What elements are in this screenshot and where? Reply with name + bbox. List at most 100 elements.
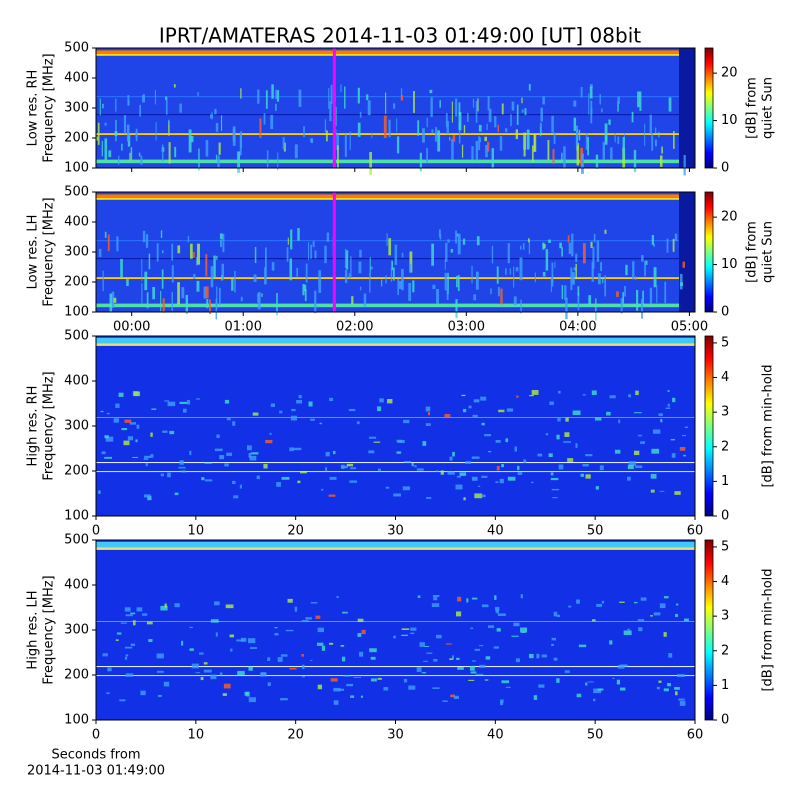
spectrogram-speckle <box>585 682 588 686</box>
spectrogram-speckle <box>542 271 546 277</box>
spectrogram-speckle <box>514 446 517 452</box>
spectrogram-speckle <box>220 115 223 132</box>
spectrogram-speckle <box>650 615 653 617</box>
spectrogram-speckle <box>287 598 293 603</box>
spectrogram-speckle <box>633 149 637 173</box>
spectrogram-speckle <box>263 113 266 125</box>
spectrogram-speckle <box>628 461 637 466</box>
spectrogram-speckle <box>451 655 454 660</box>
spectrogram-speckle <box>229 634 235 638</box>
spectrogram-speckle <box>127 436 134 441</box>
spectrogram-speckle <box>143 93 145 99</box>
spectrogram-speckle <box>398 280 402 289</box>
spectrogram-speckle <box>274 627 278 629</box>
spectrogram-speckle <box>487 625 495 629</box>
spectrogram-speckle <box>126 279 129 287</box>
spectrogram-speckle <box>187 235 190 243</box>
spectrogram-speckle <box>277 657 283 662</box>
spectrogram-speckle <box>681 434 686 437</box>
spectrogram-speckle <box>668 97 672 112</box>
spectrogram-speckle <box>458 102 461 116</box>
colorbar-tick-label: 5 <box>721 335 729 350</box>
spectrogram-speckle <box>524 108 527 116</box>
spectrogram-speckle <box>658 413 663 417</box>
spectrogram-speckle <box>115 403 120 408</box>
colorbar-label: quiet Sun <box>761 77 776 139</box>
spectrogram-speckle <box>396 136 400 154</box>
spectrogram-speckle <box>168 142 171 164</box>
spectrogram-speckle <box>396 118 398 133</box>
spectrogram-speckle <box>668 653 673 658</box>
spectrogram-speckle <box>368 450 375 454</box>
spectrogram-speckle <box>219 233 223 240</box>
spectrogram-speckle <box>533 134 537 152</box>
spectrogram-speckle <box>444 259 446 270</box>
spectrogram-speckle <box>507 243 510 264</box>
y-axis-label: Low res. LH <box>26 215 41 290</box>
spectrogram-speckle <box>402 486 410 491</box>
spectrogram-speckle <box>187 399 191 405</box>
spectrogram-speckle <box>318 270 322 287</box>
spectrogram-speckle <box>627 464 634 470</box>
spectrogram-speckle <box>676 603 679 606</box>
spectrogram-band <box>96 471 695 473</box>
spectrogram-speckle <box>263 463 268 469</box>
spectrogram-speckle <box>515 129 519 140</box>
spectrogram-band <box>96 96 695 98</box>
spectrogram-speckle <box>426 147 428 164</box>
spectrogram-speckle <box>553 657 558 661</box>
spectrogram-speckle <box>601 600 605 604</box>
spectrogram-speckle <box>627 476 631 481</box>
spectrogram-speckle <box>305 263 308 283</box>
spectrogram-speckle <box>435 634 442 639</box>
spectrogram-speckle <box>564 285 567 300</box>
spectrogram-speckle <box>179 103 182 113</box>
spectrogram-speckle <box>537 453 543 457</box>
spectrogram-speckle <box>619 601 625 603</box>
spectrogram-band <box>96 303 695 308</box>
x-tick-label: 60 <box>687 728 704 743</box>
y-tick-label: 100 <box>64 305 89 320</box>
spectrogram-speckle <box>121 143 123 151</box>
spectrogram-speckle <box>479 664 486 668</box>
spectrogram-speckle <box>289 258 293 281</box>
spectrogram-speckle <box>683 618 689 621</box>
spectrogram-speckle <box>240 296 243 302</box>
spectrogram-speckle <box>561 152 563 161</box>
colorbar-tick-label: 3 <box>721 405 729 420</box>
spectrogram-speckle <box>190 135 194 143</box>
spectrogram-speckle <box>189 648 194 651</box>
spectrogram-speckle <box>264 267 267 285</box>
y-tick-label: 400 <box>64 578 89 593</box>
spectrogram-speckle <box>360 695 364 698</box>
y-tick-label: 200 <box>64 131 89 146</box>
spectrogram-speckle <box>501 680 510 684</box>
spectrogram-speckle <box>471 476 478 481</box>
spectrogram-speckle <box>521 109 524 113</box>
spectrogram-speckle <box>507 476 516 481</box>
spectrogram-speckle <box>310 244 312 259</box>
spectrogram-speckle <box>269 432 272 435</box>
spectrogram-speckle <box>683 454 686 457</box>
spectrogram-speckle <box>275 89 278 100</box>
spectrogram-speckle <box>456 657 460 660</box>
spectrogram-speckle <box>470 627 474 630</box>
spectrogram-speckle <box>348 408 356 412</box>
y-tick-label: 400 <box>64 215 89 230</box>
spectrogram-speckle <box>439 234 442 240</box>
spectrogram-speckle <box>371 132 373 139</box>
spectrogram-speckle <box>429 89 433 94</box>
spectrogram-speckle <box>649 287 653 305</box>
spectrogram-speckle <box>477 98 479 112</box>
spectrogram-speckle <box>424 645 430 648</box>
spectrogram-speckle <box>197 243 200 265</box>
spectrogram-speckle <box>341 656 346 662</box>
spectrogram-speckle <box>252 412 259 416</box>
spectrogram-speckle <box>620 298 623 314</box>
spectrogram-speckle <box>210 619 219 623</box>
spectrogram-speckle <box>357 618 364 622</box>
spectrogram-speckle <box>481 475 488 478</box>
spectrogram-speckle <box>326 130 328 142</box>
spectrogram-speckle <box>445 242 448 262</box>
spectrogram-speckle <box>495 609 500 614</box>
